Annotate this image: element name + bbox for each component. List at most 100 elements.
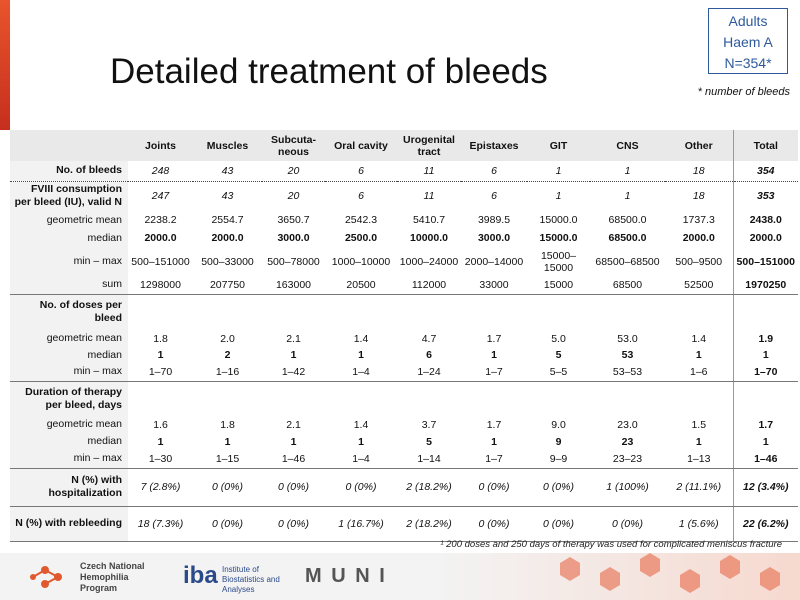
badge-line: Adults [728,13,768,29]
empty-cell [262,381,325,416]
table-cell: 1.4 [353,332,369,345]
muni-logo: M U N I [305,565,387,587]
row-label: min – max [10,247,128,276]
table-cell: 1 (5.6%) [665,506,733,542]
table-cell: 0 (0%) [262,506,325,542]
iba-name: Institute of Biostatistics and Analyses [222,565,280,594]
table-cell: 163000 [262,276,325,295]
accent-strip [0,0,10,130]
table-cell: 1 [527,161,590,182]
table-cell: 1–4 [325,450,397,469]
footnote: ¹ 200 doses and 250 days of therapy was … [440,539,782,550]
table-cell: 1–24 [397,363,461,382]
badge-line: N=354* [724,55,772,71]
table-cell: 1.5 [691,418,707,431]
table-cell: 1 [290,435,297,448]
table-cell: 1–46 [262,450,325,469]
table-row: median 1 2 1 1 6 1 5 53 1 1 [10,347,798,363]
empty-cell [665,381,733,416]
table-cell: 9 [555,435,562,448]
empty-cell [461,381,527,416]
table-cell: 1 [555,190,562,203]
table-row: N (%) with hospitalization 7 (2.8%) 0 (0%)… [10,468,798,507]
table-cell: 1–70 [128,363,193,382]
row-label: No. of doses per bleed [10,294,128,330]
table-cell: 500–9500 [675,255,723,268]
table-cell: 1–4 [325,363,397,382]
table-cell: 1.6 [153,418,168,431]
table-row: geometric mean 1.6 1.8 2.1 1.4 3.7 1.7 9.0 23.0 1… [10,416,798,433]
table-cell: 1 [290,349,297,361]
table-cell: 2.1 [286,332,301,345]
table-cell: 1 [695,435,702,448]
table-cell: 15000.0 [539,214,578,226]
table-cell: 5 [426,435,432,448]
table-row: No. of bleeds 248 43 20 6 11 6 1 1 18 354 [10,161,798,182]
table-cell: 53 [621,349,634,361]
row-label: sum [10,276,128,295]
table-cell: 248 [128,161,193,182]
table-cell: 1 [358,349,364,361]
row-label: No. of bleeds [10,161,128,182]
empty-cell [193,381,262,416]
badge-line: Haem A [723,34,773,50]
table-cell: 68500.0 [608,214,647,226]
table-cell: 1–70 [732,363,798,382]
table-row: min – max 1–30 1–15 1–46 1–4 1–14 1–7 9–9 23–23 1… [10,450,798,469]
table-cell: 1 [732,433,798,450]
row-label: Duration of therapy per bleed, days [10,381,128,416]
table-cell: 15000–15000 [540,249,577,274]
empty-cell [128,381,193,416]
table-cell: 68500–68500 [595,255,660,268]
table-cell: 18 [692,190,705,203]
table-cell: 3989.5 [477,214,511,226]
row-label: median [10,347,128,363]
table-cell: 6 [461,161,527,182]
table-row: sum 1298000 207750 163000 20500 112000 33000 15… [10,276,798,295]
table-row: N (%) with rebleeding 18 (7.3%) 0 (0%) 0 (0… [10,506,798,542]
table-cell: 1–42 [262,363,325,382]
table-cell: 20500 [325,276,397,295]
table-cell: 52500 [665,276,733,295]
table-cell: 0 (0%) [193,506,262,542]
table-cell: 18 (7.3%) [128,506,193,542]
footer-graphics [30,553,780,593]
empty-cell [732,381,798,416]
table-cell: 1737.3 [682,214,715,226]
table-cell: 2438.0 [732,211,798,229]
table-cell: 5–5 [527,363,590,382]
table-cell: 23.0 [617,418,638,431]
table-cell: 9.0 [551,418,566,431]
table-cell: 500–78000 [267,255,320,268]
table-cell: 2000–14000 [464,255,524,268]
table-cell: 1970250 [732,276,798,295]
table-row: median 2000.0 2000.0 3000.0 2500.0 10000.0 300… [10,229,798,247]
table-cell: 1.8 [220,418,235,431]
table-cell: 33000 [461,276,527,295]
table-cell: 6 [491,190,497,203]
table-cell: 6 [426,349,432,361]
row-label: geometric mean [10,416,128,433]
table-cell: 2 (11.1%) [665,468,733,507]
table-cell: 3.7 [421,418,437,431]
table-cell: 12 (3.4%) [732,468,798,507]
table-row: Duration of therapy per bleed, days [10,381,798,416]
iba-logo: iba [183,562,218,589]
table-cell: 2 [224,349,231,361]
table-cell: 6 [358,190,364,203]
column-header: Other [665,130,733,161]
empty-cell [665,294,733,330]
table-cell: 2238.2 [144,214,177,226]
table-cell: 5410.7 [412,214,446,226]
table-cell: 11 [423,190,435,203]
table-cell: 23 [621,435,634,448]
table-cell: 1.7 [486,418,502,431]
header-row: Joints Muscles Subcuta-neous Oral cavity Uro… [10,130,798,161]
table-cell: 68500.0 [608,232,647,244]
empty-cell [527,381,590,416]
row-label: FVIII consumption per bleed (IU), valid … [10,181,128,211]
table-cell: 1–7 [461,450,527,469]
table-cell: 53–53 [590,363,665,382]
table-cell: 6 [325,161,397,182]
